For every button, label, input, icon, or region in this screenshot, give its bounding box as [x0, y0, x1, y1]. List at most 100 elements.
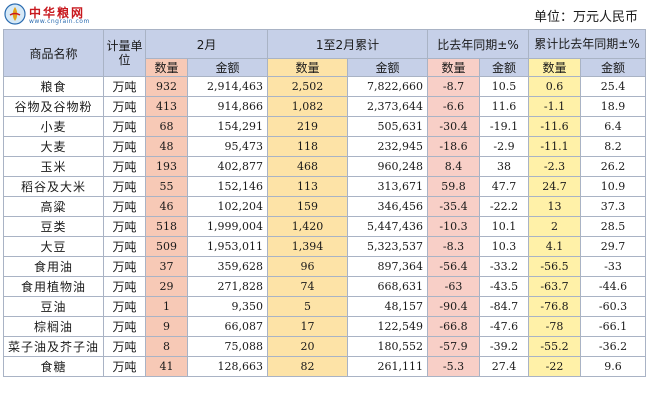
cell-feb-qty: 193: [145, 156, 188, 177]
brand-name: 中华粮网: [29, 6, 86, 20]
cell-name: 豆类: [3, 216, 104, 237]
cell-cum-yoy-qty: -11.6: [528, 116, 582, 137]
table-row: 小麦 万吨 68 154,291 219 505,631 -30.4 -19.1 -11.6 6.…: [3, 116, 647, 137]
cell-feb-qty: 55: [145, 176, 188, 197]
cell-unit: 万吨: [103, 136, 146, 157]
cell-cum-yoy-amt: 25.4: [580, 76, 647, 97]
cell-feb-qty: 29: [145, 276, 188, 297]
grain-import-table: 商品名称 计量单位 2月 1至2月累计 比去年同期±% 累计比去年同期±% 数量…: [3, 29, 647, 377]
cell-cum-yoy-amt: -60.3: [580, 296, 647, 317]
cell-feb-amt: 2,914,463: [186, 76, 269, 97]
cell-cum-yoy-qty: -78: [528, 316, 582, 337]
cell-cum-yoy-qty: -55.2: [528, 336, 582, 357]
cell-yoy-amt: 10.5: [479, 76, 530, 97]
table-row: 豆类 万吨 518 1,999,004 1,420 5,447,436 -10.3 10.1 2…: [3, 216, 647, 237]
cell-name: 大麦: [3, 136, 104, 157]
cell-yoy-amt: -39.2: [479, 336, 530, 357]
cell-unit: 万吨: [103, 356, 146, 377]
cell-cum-amt: 5,447,436: [347, 216, 429, 237]
cell-feb-qty: 509: [145, 236, 188, 257]
cell-unit: 万吨: [103, 256, 146, 277]
cell-yoy-amt: -43.5: [479, 276, 530, 297]
cell-cum-qty: 118: [267, 136, 349, 157]
cell-feb-amt: 128,663: [186, 356, 269, 377]
cell-cum-amt: 7,822,660: [347, 76, 429, 97]
cell-cum-yoy-amt: 6.4: [580, 116, 647, 137]
cell-unit: 万吨: [103, 216, 146, 237]
cell-feb-amt: 152,146: [186, 176, 269, 197]
unit-label: 单位：万元人民币: [533, 10, 638, 25]
cell-cum-yoy-qty: 13: [528, 196, 582, 217]
cell-unit: 万吨: [103, 176, 146, 197]
cell-cum-qty: 82: [267, 356, 349, 377]
cell-cum-yoy-amt: 29.7: [580, 236, 647, 257]
cell-cum-qty: 2,502: [267, 76, 349, 97]
cell-feb-amt: 402,877: [186, 156, 269, 177]
cell-yoy-amt: 38: [479, 156, 530, 177]
cell-unit: 万吨: [103, 76, 146, 97]
cell-cum-amt: 5,323,537: [347, 236, 429, 257]
cell-feb-qty: 41: [145, 356, 188, 377]
cell-yoy-qty: 8.4: [427, 156, 481, 177]
cell-yoy-qty: -8.7: [427, 76, 481, 97]
cell-cum-yoy-amt: -66.1: [580, 316, 647, 337]
header-amt: 金额: [479, 58, 530, 77]
table-row: 大麦 万吨 48 95,473 118 232,945 -18.6 -2.9 -11.1 8.2: [3, 136, 647, 157]
header-qty: 数量: [528, 58, 582, 77]
cell-name: 食用植物油: [3, 276, 104, 297]
cell-yoy-qty: -30.4: [427, 116, 481, 137]
cell-cum-qty: 219: [267, 116, 349, 137]
cell-yoy-amt: -19.1: [479, 116, 530, 137]
cell-name: 稻谷及大米: [3, 176, 104, 197]
cell-yoy-qty: -5.3: [427, 356, 481, 377]
cell-cum-qty: 113: [267, 176, 349, 197]
cell-name: 小麦: [3, 116, 104, 137]
grain-logo-icon: [4, 3, 26, 25]
cell-name: 食用油: [3, 256, 104, 277]
cell-cum-yoy-amt: 26.2: [580, 156, 647, 177]
cell-feb-qty: 46: [145, 196, 188, 217]
cell-name: 豆油: [3, 296, 104, 317]
cell-yoy-amt: -33.2: [479, 256, 530, 277]
cell-cum-qty: 1,082: [267, 96, 349, 117]
cell-yoy-amt: 11.6: [479, 96, 530, 117]
table-row: 食用植物油 万吨 29 271,828 74 668,631 -63 -43.5 -63.7 -4…: [3, 276, 647, 297]
cell-feb-amt: 1,953,011: [186, 236, 269, 257]
cell-unit: 万吨: [103, 116, 146, 137]
cell-unit: 万吨: [103, 276, 146, 297]
table-row: 棕榈油 万吨 9 66,087 17 122,549 -66.8 -47.6 -78 -66.1: [3, 316, 647, 337]
cell-yoy-amt: -22.2: [479, 196, 530, 217]
cell-cum-amt: 346,456: [347, 196, 429, 217]
cell-name: 菜子油及芥子油: [3, 336, 104, 357]
cell-unit: 万吨: [103, 156, 146, 177]
cell-cum-qty: 20: [267, 336, 349, 357]
cell-cum-yoy-qty: -22: [528, 356, 582, 377]
cell-cum-yoy-amt: 10.9: [580, 176, 647, 197]
page-header: 中华粮网 www.cngrain.com 单位：万元人民币: [0, 0, 650, 30]
cell-cum-qty: 17: [267, 316, 349, 337]
cell-name: 高粱: [3, 196, 104, 217]
table-row: 食糖 万吨 41 128,663 82 261,111 -5.3 27.4 -22 9.6: [3, 356, 647, 377]
cell-cum-yoy-qty: -11.1: [528, 136, 582, 157]
header-feb: 2月: [144, 29, 269, 59]
cell-unit: 万吨: [103, 196, 146, 217]
cell-feb-amt: 9,350: [186, 296, 269, 317]
cell-yoy-amt: -2.9: [479, 136, 530, 157]
cell-yoy-qty: -56.4: [427, 256, 481, 277]
cell-unit: 万吨: [103, 336, 146, 357]
cell-feb-amt: 359,628: [186, 256, 269, 277]
cell-cum-amt: 505,631: [347, 116, 429, 137]
cell-cum-qty: 5: [267, 296, 349, 317]
cell-yoy-qty: -18.6: [427, 136, 481, 157]
cell-feb-amt: 66,087: [186, 316, 269, 337]
cell-unit: 万吨: [103, 316, 146, 337]
cell-yoy-qty: -66.8: [427, 316, 481, 337]
header-amt: 金额: [347, 58, 429, 77]
cell-cum-yoy-qty: 0.6: [528, 76, 582, 97]
cell-yoy-qty: -6.6: [427, 96, 481, 117]
cell-yoy-qty: 59.8: [427, 176, 481, 197]
cell-feb-qty: 48: [145, 136, 188, 157]
cell-yoy-qty: -8.3: [427, 236, 481, 257]
table-row: 高粱 万吨 46 102,204 159 346,456 -35.4 -22.2 13 37.3: [3, 196, 647, 217]
cell-unit: 万吨: [103, 296, 146, 317]
